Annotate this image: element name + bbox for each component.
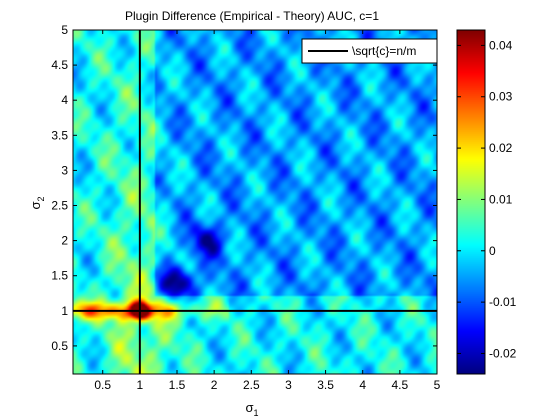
y-tick-label: 2 [61, 234, 68, 248]
chart-title: Plugin Difference (Empirical - Theory) A… [125, 9, 379, 23]
x-tick-label: 1 [137, 378, 144, 392]
colorbar-tick-label: 0.01 [489, 192, 513, 206]
y-axis: 0.5 1 1.5 2 2.5 3 3.5 4 4.5 5 [51, 23, 437, 353]
x-axis-label-subscript: 1 [254, 408, 259, 418]
x-tick-label: 4.5 [392, 378, 409, 392]
x-axis-label-symbol: σ [245, 400, 253, 415]
colorbar-tick-label: -0.02 [489, 346, 517, 360]
y-tick-label: 1.5 [51, 269, 68, 283]
x-tick-label: 5 [434, 378, 441, 392]
y-tick-label: 3.5 [51, 128, 68, 142]
y-axis-label: σ2 [28, 196, 46, 209]
heatmap-image [73, 30, 437, 374]
y-tick-label: 4 [61, 93, 68, 107]
x-axis: 0.5 1 1.5 2 2.5 3 3.5 4 4.5 5 [94, 30, 441, 392]
x-tick-label: 3.5 [317, 378, 334, 392]
y-tick-label: 0.5 [51, 339, 68, 353]
colorbar-tick-label: 0.03 [489, 90, 513, 104]
colorbar-tick-label: 0 [489, 244, 496, 258]
legend-entry-label: \sqrt{c}=n/m [352, 44, 416, 58]
y-tick-label: 5 [61, 23, 68, 37]
colorbar-ticks: -0.02 -0.01 0 0.01 0.02 0.03 0.04 [457, 38, 517, 360]
y-tick-label: 4.5 [51, 58, 68, 72]
reference-lines [73, 30, 437, 374]
x-tick-label: 2.5 [243, 378, 260, 392]
colorbar-box [456, 29, 486, 375]
colorbar-gradient [457, 30, 485, 374]
x-tick-label: 2 [211, 378, 218, 392]
x-tick-label: 4 [359, 378, 366, 392]
heatmap-layer [73, 30, 437, 374]
x-tick-label: 0.5 [94, 378, 111, 392]
colorbar-tick-label: 0.02 [489, 141, 513, 155]
colorbar: -0.02 -0.01 0 0.01 0.02 0.03 0.04 [456, 29, 517, 375]
y-axis-label-symbol: σ [28, 201, 43, 209]
y-tick-label: 1 [61, 304, 68, 318]
colorbar-tick-label: 0.04 [489, 38, 513, 52]
x-axis-label: σ1 [245, 400, 258, 418]
x-tick-label: 3 [285, 378, 292, 392]
axes-box [72, 29, 438, 375]
legend: \sqrt{c}=n/m [301, 38, 438, 64]
y-tick-label: 2.5 [51, 199, 68, 213]
colorbar-tick-label: -0.01 [489, 295, 517, 309]
y-axis-label-subscript: 2 [36, 196, 46, 201]
y-tick-label: 3 [61, 163, 68, 177]
x-tick-label: 1.5 [169, 378, 186, 392]
